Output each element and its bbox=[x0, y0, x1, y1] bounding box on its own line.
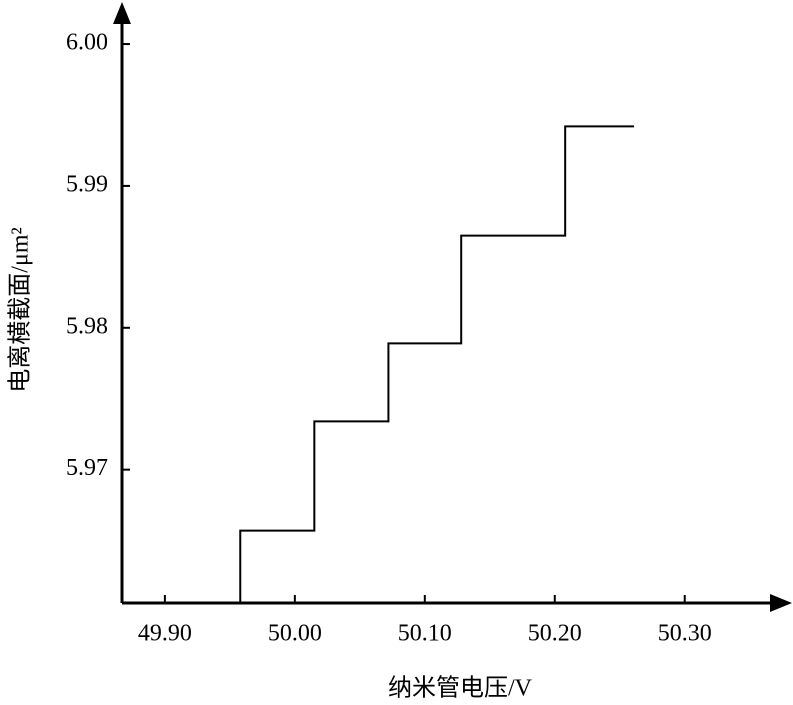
y-tick-label: 5.99 bbox=[66, 171, 108, 197]
y-axis-arrow bbox=[113, 2, 131, 24]
y-axis-label: 电离横截面/μm² bbox=[7, 227, 34, 392]
x-tick-label: 50.00 bbox=[268, 621, 322, 647]
x-axis-label: 纳米管电压/V bbox=[388, 675, 533, 702]
data-line bbox=[239, 125, 635, 603]
x-tick-label: 49.90 bbox=[138, 621, 192, 647]
y-tick-label: 5.97 bbox=[66, 455, 108, 481]
x-tick-label: 50.30 bbox=[658, 621, 712, 647]
x-axis-arrow bbox=[770, 594, 792, 612]
y-tick-label: 6.00 bbox=[66, 30, 108, 56]
x-tick-label: 50.20 bbox=[528, 621, 582, 647]
x-tick-label: 50.10 bbox=[398, 621, 452, 647]
y-tick-label: 5.98 bbox=[66, 313, 108, 339]
